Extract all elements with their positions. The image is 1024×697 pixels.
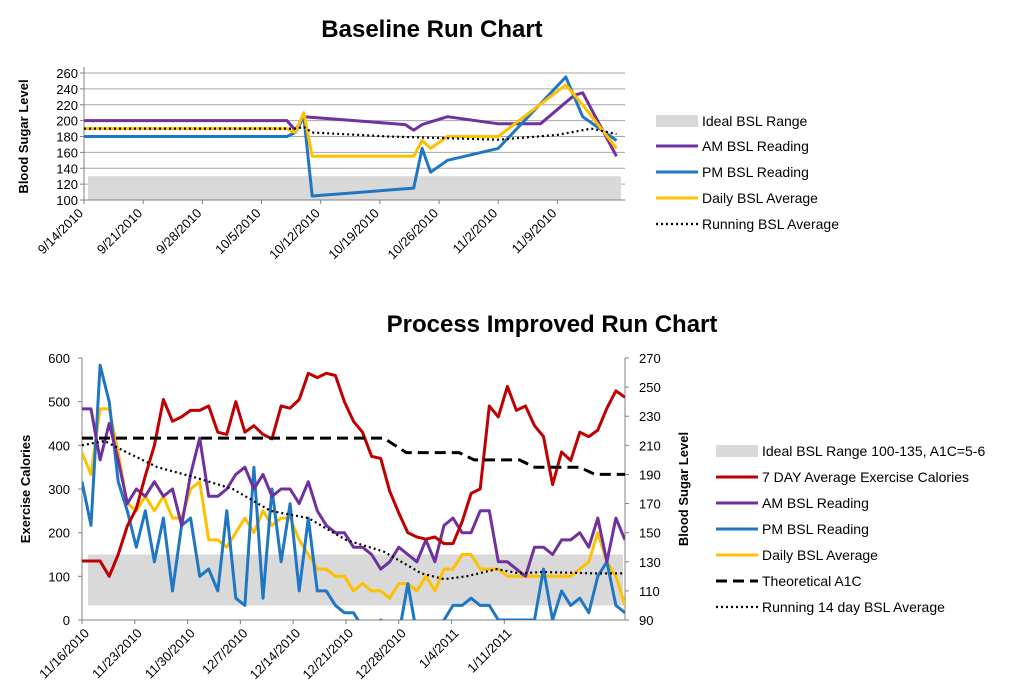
x-tick-label: 10/5/2010: [212, 206, 264, 258]
series-line: [82, 439, 625, 581]
legend-label: Running BSL Average: [702, 216, 839, 232]
legend-swatch: [656, 115, 698, 127]
y-right-tick-label: 170: [639, 497, 661, 512]
ideal-range-band: [88, 176, 621, 200]
y-axis-title: Blood Sugar Level: [16, 79, 31, 193]
series-line: [82, 371, 625, 578]
legend-label: 7 DAY Average Exercise Calories: [762, 469, 969, 485]
legend-label: Daily BSL Average: [762, 547, 878, 563]
legend-label: Ideal BSL Range: [702, 113, 808, 129]
legend-label: Daily BSL Average: [702, 190, 818, 206]
series-line: [82, 363, 625, 620]
legend-label: Ideal BSL Range 100-135, A1C=5-6: [762, 443, 985, 459]
x-tick-label: 9/21/2010: [94, 206, 146, 258]
y-right-tick-label: 230: [639, 409, 661, 424]
x-tick-label: 10/12/2010: [266, 206, 323, 263]
series-line: [82, 407, 625, 606]
x-tick-label: 11/9/2010: [509, 206, 560, 257]
series-line: [84, 125, 617, 141]
legend-label: PM BSL Reading: [702, 164, 809, 180]
x-tick-label: 11/30/2010: [142, 626, 198, 682]
x-tick-label: 11/23/2010: [89, 626, 145, 682]
y-left-tick-label: 400: [48, 438, 70, 453]
y-tick-label: 200: [56, 114, 78, 129]
legend-label: PM BSL Reading: [762, 521, 869, 537]
x-tick-label: 12/28/2010: [352, 626, 409, 683]
series-line: [82, 407, 625, 578]
x-tick-label: 12/21/2010: [299, 626, 356, 683]
series-line: [84, 91, 618, 158]
legend-label: AM BSL Reading: [762, 495, 869, 511]
legend-swatch: [716, 445, 758, 457]
y-right-tick-label: 190: [639, 467, 661, 482]
y-right-tick-label: 210: [639, 438, 661, 453]
x-tick-label: 10/26/2010: [385, 206, 442, 263]
y-left-tick-label: 0: [63, 613, 70, 628]
x-tick-label: 12/14/2010: [247, 626, 304, 683]
y-left-tick-label: 500: [48, 395, 70, 410]
x-tick-label: 12/7/2010: [199, 626, 251, 678]
y-right-tick-label: 270: [639, 351, 661, 366]
y-left-axis-title: Exercise Calories: [18, 435, 33, 543]
x-tick-label: 9/28/2010: [153, 206, 205, 258]
legend-label: AM BSL Reading: [702, 138, 809, 154]
y-tick-label: 180: [56, 130, 78, 145]
series-line: [82, 436, 625, 476]
y-tick-label: 240: [56, 82, 78, 97]
y-left-tick-label: 300: [48, 482, 70, 497]
y-left-tick-label: 200: [48, 526, 70, 541]
x-tick-label: 11/16/2010: [36, 626, 92, 682]
y-right-tick-label: 110: [639, 584, 660, 599]
y-tick-label: 220: [56, 98, 78, 113]
x-tick-label: 1/4/2011: [416, 626, 462, 672]
y-right-tick-label: 130: [639, 555, 661, 570]
improved-chart-title: Process Improved Run Chart: [386, 311, 718, 338]
y-right-tick-label: 250: [639, 380, 661, 395]
y-left-tick-label: 600: [48, 351, 70, 366]
y-tick-label: 160: [56, 145, 78, 160]
series-line: [84, 83, 618, 158]
y-tick-label: 260: [56, 66, 78, 81]
x-tick-label: 10/19/2010: [325, 206, 382, 263]
y-right-axis-title: Blood Sugar Level: [676, 432, 691, 546]
legend-label: Running 14 day BSL Average: [762, 599, 945, 615]
x-tick-label: 11/2/2010: [450, 206, 501, 257]
y-tick-label: 120: [56, 177, 78, 192]
y-tick-label: 140: [56, 161, 78, 176]
x-tick-label: 1/11/2011: [464, 626, 514, 676]
y-right-tick-label: 90: [639, 613, 653, 628]
x-tick-label: 9/14/2010: [35, 206, 87, 258]
legend-label: Theoretical A1C: [762, 573, 862, 589]
ideal-range-band: [88, 554, 623, 606]
y-tick-label: 100: [56, 193, 78, 208]
y-left-tick-label: 100: [48, 569, 70, 584]
baseline-chart-title: Baseline Run Chart: [321, 16, 543, 43]
y-right-tick-label: 150: [639, 526, 661, 541]
